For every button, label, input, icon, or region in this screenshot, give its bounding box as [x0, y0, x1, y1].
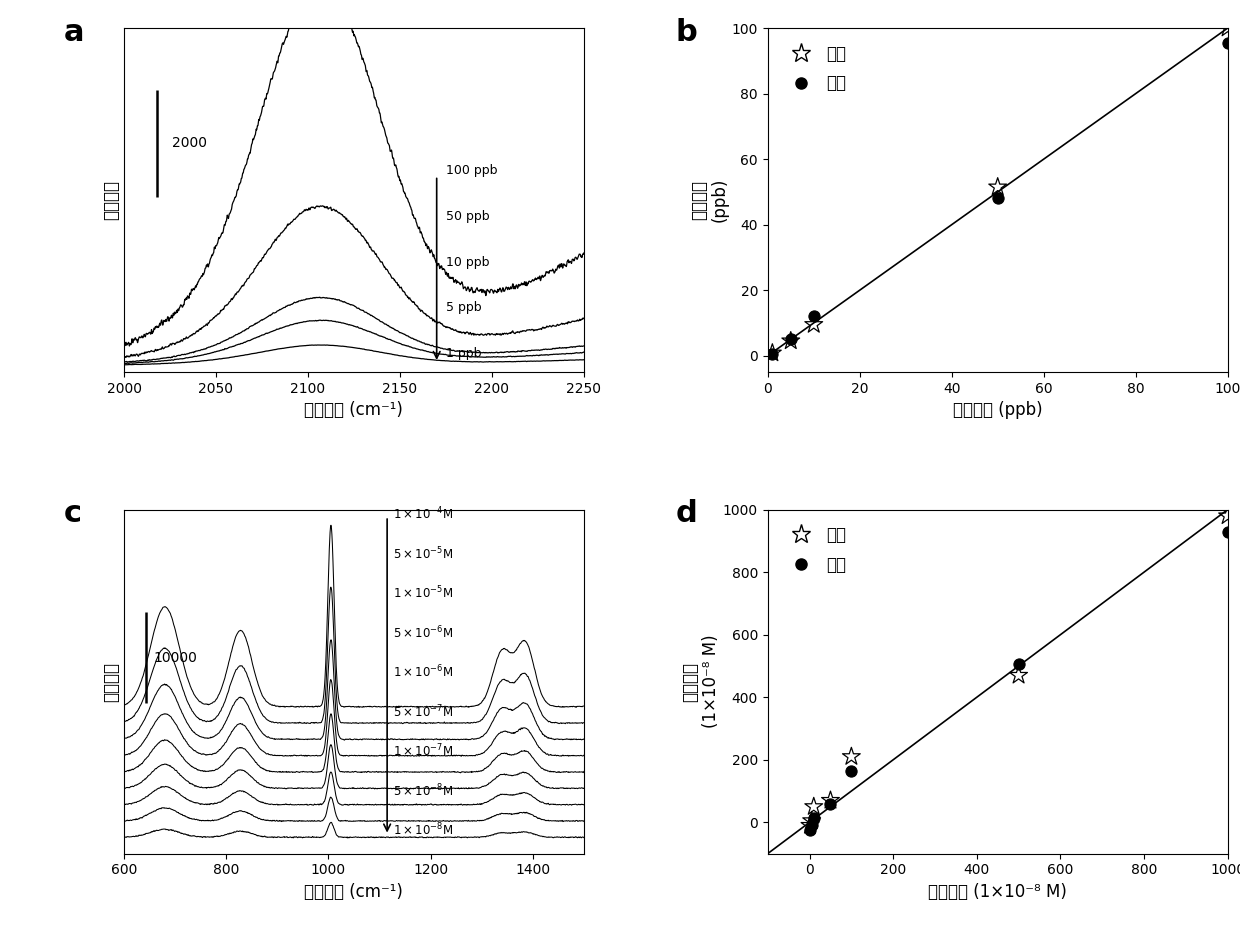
- Text: d: d: [676, 499, 698, 528]
- Point: [781, 332, 801, 347]
- Point: [1218, 21, 1238, 36]
- Text: $5\times10^{-6}$M: $5\times10^{-6}$M: [393, 625, 454, 641]
- Text: $1\times10^{-8}$M: $1\times10^{-8}$M: [393, 822, 454, 839]
- Text: $1\times10^{-7}$M: $1\times10^{-7}$M: [393, 743, 454, 760]
- Y-axis label: 预测浓度
(1×10⁻⁸ M): 预测浓度 (1×10⁻⁸ M): [681, 635, 720, 729]
- Text: 50 ppb: 50 ppb: [446, 210, 490, 223]
- Point: [763, 345, 782, 360]
- Point: [842, 764, 862, 779]
- X-axis label: 实际浓度 (1×10⁻⁸ M): 实际浓度 (1×10⁻⁸ M): [929, 883, 1068, 900]
- Point: [842, 749, 862, 764]
- Point: [800, 823, 820, 838]
- Text: 10000: 10000: [154, 651, 197, 665]
- Text: $1\times10^{-4}$M: $1\times10^{-4}$M: [393, 506, 454, 522]
- X-axis label: 拉曼位移 (cm⁻¹): 拉曼位移 (cm⁻¹): [305, 883, 403, 900]
- X-axis label: 实际浓度 (ppb): 实际浓度 (ppb): [952, 401, 1043, 419]
- Y-axis label: 拉曼强度: 拉曼强度: [102, 180, 120, 220]
- Point: [804, 799, 823, 814]
- Point: [821, 796, 841, 811]
- Text: $5\times10^{-5}$M: $5\times10^{-5}$M: [393, 546, 454, 562]
- Point: [988, 191, 1008, 206]
- X-axis label: 拉曼位移 (cm⁻¹): 拉曼位移 (cm⁻¹): [305, 401, 403, 419]
- Text: 1 ppb: 1 ppb: [446, 347, 481, 360]
- Point: [1218, 508, 1238, 523]
- Text: 100 ppb: 100 ppb: [446, 164, 497, 177]
- Point: [804, 309, 823, 324]
- Y-axis label: 预测浓度
(ppb): 预测浓度 (ppb): [691, 178, 729, 222]
- Text: $5\times10^{-7}$M: $5\times10^{-7}$M: [393, 704, 454, 720]
- Text: 10 ppb: 10 ppb: [446, 256, 490, 269]
- Text: 5 ppb: 5 ppb: [446, 301, 481, 314]
- Text: $1\times10^{-5}$M: $1\times10^{-5}$M: [393, 585, 454, 601]
- Legend: 建模, 验证: 建模, 验证: [776, 518, 854, 582]
- Text: $5\times10^{-8}$M: $5\times10^{-8}$M: [393, 782, 454, 799]
- Text: $1\times10^{-6}$M: $1\times10^{-6}$M: [393, 664, 454, 680]
- Text: b: b: [676, 18, 698, 47]
- Point: [802, 813, 822, 828]
- Point: [800, 818, 820, 833]
- Point: [821, 793, 841, 808]
- Point: [763, 346, 782, 361]
- Point: [781, 333, 801, 348]
- Point: [1008, 657, 1028, 672]
- Point: [1218, 524, 1238, 539]
- Text: c: c: [64, 499, 82, 528]
- Point: [988, 179, 1008, 194]
- Point: [1008, 668, 1028, 683]
- Point: [802, 818, 822, 833]
- Point: [804, 317, 823, 332]
- Y-axis label: 拉曼强度: 拉曼强度: [102, 661, 120, 702]
- Text: 2000: 2000: [172, 136, 207, 150]
- Text: a: a: [64, 18, 84, 47]
- Point: [1218, 36, 1238, 51]
- Legend: 建模, 验证: 建模, 验证: [776, 37, 854, 100]
- Point: [804, 810, 823, 825]
